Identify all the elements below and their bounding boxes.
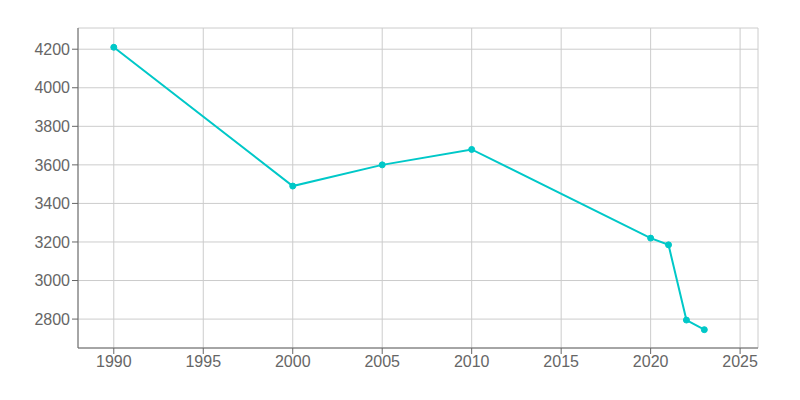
svg-text:4200: 4200: [34, 41, 70, 58]
svg-text:2020: 2020: [633, 353, 669, 370]
svg-text:3600: 3600: [34, 157, 70, 174]
svg-text:2000: 2000: [275, 353, 311, 370]
svg-text:1995: 1995: [185, 353, 221, 370]
svg-text:3400: 3400: [34, 195, 70, 212]
svg-text:2025: 2025: [722, 353, 758, 370]
svg-text:2010: 2010: [454, 353, 490, 370]
svg-text:4000: 4000: [34, 79, 70, 96]
svg-text:3200: 3200: [34, 234, 70, 251]
svg-text:2015: 2015: [543, 353, 579, 370]
svg-text:3800: 3800: [34, 118, 70, 135]
svg-text:2800: 2800: [34, 311, 70, 328]
svg-text:1990: 1990: [96, 353, 132, 370]
svg-text:3000: 3000: [34, 272, 70, 289]
svg-text:2005: 2005: [364, 353, 400, 370]
